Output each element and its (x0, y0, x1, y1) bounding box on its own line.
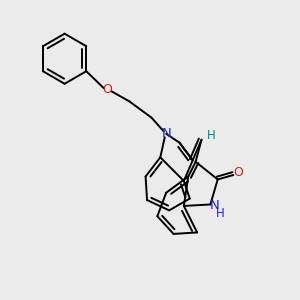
Text: H: H (216, 207, 225, 220)
Text: N: N (161, 127, 171, 140)
Text: O: O (233, 166, 243, 178)
Text: O: O (102, 83, 112, 96)
Text: H: H (207, 129, 215, 142)
Text: N: N (210, 199, 220, 212)
